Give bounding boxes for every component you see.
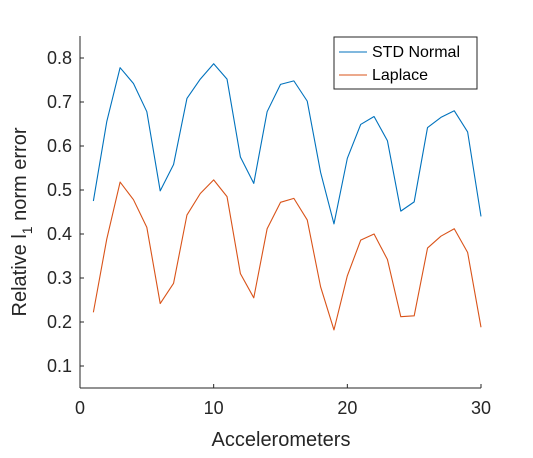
y-tick-label: 0.7 [47,92,72,112]
y-axis-label: Relative l1 norm error [9,127,35,316]
plot-area [80,36,481,388]
y-tick-label: 0.8 [47,48,72,68]
y-tick-label: 0.1 [47,356,72,376]
x-axis-label: Accelerometers [212,429,351,451]
x-tick-label: 20 [337,398,357,418]
y-axis-label-subscript: 1 [19,226,35,234]
y-tick-label: 0.4 [47,224,72,244]
y-tick-label: 0.5 [47,180,72,200]
y-tick-label: 0.3 [47,268,72,288]
legend-label: Laplace [372,67,428,84]
x-tick-label: 0 [75,398,85,418]
y-tick-label: 0.6 [47,136,72,156]
series-line-laplace [92,179,482,331]
y-axis-label-main: Relative l [9,234,31,316]
x-tick-label: 10 [204,398,224,418]
series-line-std-normal [92,63,482,225]
legend-box [333,36,478,90]
x-tick-label: 30 [471,398,491,418]
y-tick-label: 0.2 [47,312,72,332]
legend-label: STD Normal [372,44,460,61]
y-axis-label-tail: norm error [9,127,31,226]
